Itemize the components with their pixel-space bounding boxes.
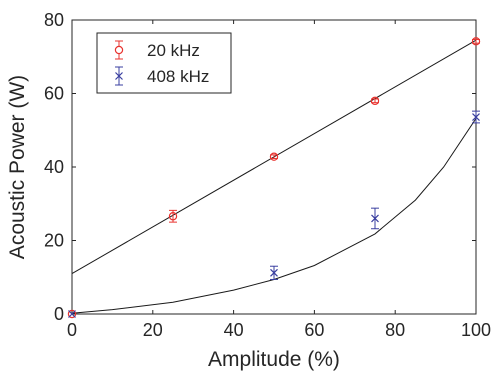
y-tick-label: 0 [54, 304, 64, 324]
data-point [270, 268, 278, 277]
data-point [471, 37, 481, 46]
data-point [269, 152, 279, 161]
y-axis-title: Acoustic Power (W) [6, 75, 29, 259]
data-point [168, 212, 178, 221]
x-tick-label: 0 [67, 320, 77, 340]
y-tick-label: 60 [44, 84, 64, 104]
legend-marker [114, 45, 124, 55]
data-point [370, 96, 380, 106]
data-point [371, 214, 379, 223]
data-point [67, 309, 77, 319]
data-marks [67, 37, 481, 319]
legend-entries: 20 kHz 408 kHz [114, 40, 209, 86]
legend-entry: 20 kHz [114, 40, 200, 60]
y-tick-label: 80 [44, 10, 64, 30]
data-point [68, 310, 76, 318]
x-tick-label: 20 [143, 320, 163, 340]
legend-entry: 408 kHz [115, 66, 209, 86]
y-tick-label: 20 [44, 231, 64, 251]
legend: 20 kHz 408 kHz [96, 32, 232, 94]
legend-label: 408 kHz [147, 67, 209, 86]
series-0-marks [67, 37, 481, 319]
legend-label: 20 kHz [147, 41, 200, 60]
x-tick-label: 100 [461, 320, 491, 340]
x-tick-label: 60 [304, 320, 324, 340]
fit-line [71, 118, 477, 314]
series-1-marks [68, 110, 480, 318]
x-tick-label: 40 [224, 320, 244, 340]
legend-marker [115, 72, 123, 80]
x-axis-title: Amplitude (%) [208, 348, 340, 371]
x-axis-ticks: 0 20 40 60 80 100 [67, 20, 491, 340]
plot-area: 0 20 40 60 80 100 0 20 40 60 80 [44, 10, 491, 340]
x-tick-label: 80 [385, 320, 405, 340]
y-tick-label: 40 [44, 157, 64, 177]
data-point [472, 113, 480, 121]
